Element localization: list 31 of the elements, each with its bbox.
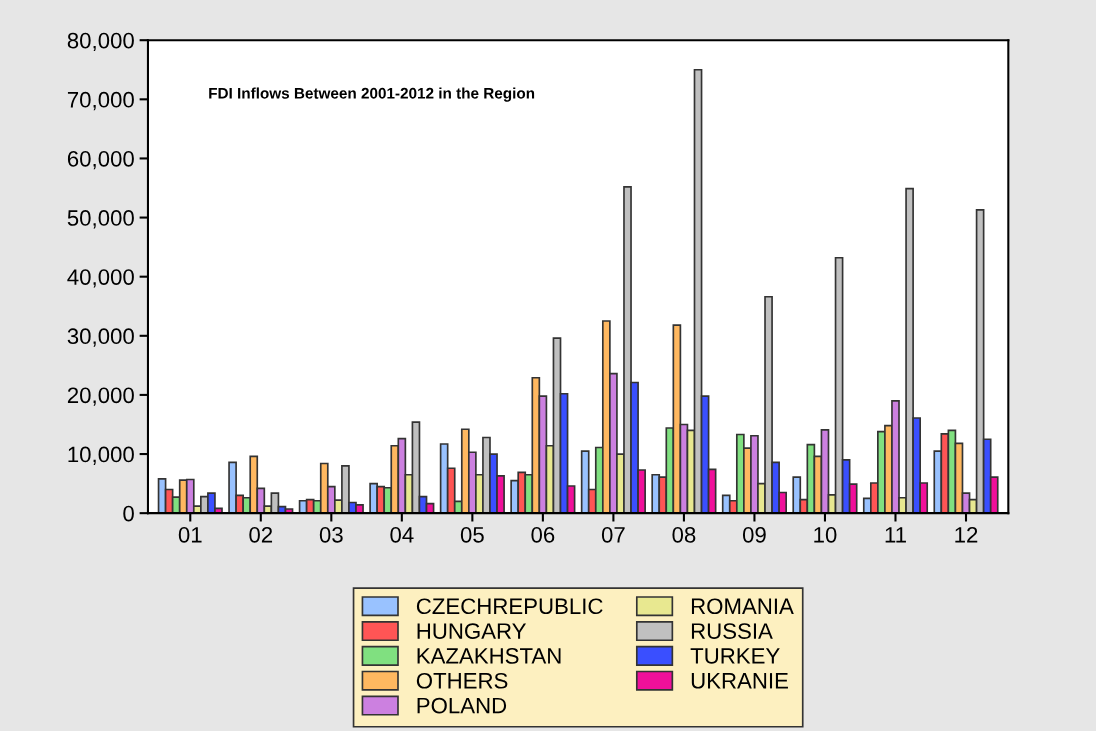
y-tick-label: 80,000 xyxy=(67,32,134,52)
legend-label: KAZAKHSTAN xyxy=(417,648,561,664)
legend-label: HUNGARY xyxy=(417,623,527,639)
y-tick-label: 0 xyxy=(123,505,134,522)
y-tick-label: 10,000 xyxy=(68,446,134,465)
y-tick-label: 60,000 xyxy=(67,150,134,170)
x-tick-label: 11 xyxy=(885,527,906,543)
x-tick-label: 04 xyxy=(390,526,414,543)
x-tick-label: 10 xyxy=(814,526,837,543)
legend-label: OTHERS xyxy=(416,672,508,689)
x-tick-label: 02 xyxy=(249,526,273,543)
y-tick-label: 20,000 xyxy=(67,387,134,406)
legend-label: POLAND xyxy=(417,697,507,714)
x-tick-label: 12 xyxy=(955,526,978,543)
y-tick-label: 40,000 xyxy=(67,269,134,288)
x-tick-label: 09 xyxy=(742,526,766,543)
y-tick-label: 50,000 xyxy=(67,210,134,229)
legend-label: TURKEY xyxy=(690,648,780,664)
y-tick-label: 30,000 xyxy=(67,328,134,347)
x-tick-label: 06 xyxy=(531,526,555,543)
legend-label: RUSSIA xyxy=(691,623,773,639)
x-tick-label: 08 xyxy=(672,526,696,543)
legend-label: ROMANIA xyxy=(691,598,794,615)
x-tick-label: 07 xyxy=(601,526,625,543)
x-tick-label: 03 xyxy=(319,526,343,543)
x-tick-label: 01 xyxy=(178,526,202,543)
text: FDI Inflows Between 2001-2012 in the Region xyxy=(209,87,535,102)
legend-label: CZECHREPUBLIC xyxy=(416,598,603,615)
y-tick-label: 70,000 xyxy=(67,91,134,111)
legend-label: UKRANIE xyxy=(691,673,788,689)
x-tick-label: 05 xyxy=(460,526,484,543)
